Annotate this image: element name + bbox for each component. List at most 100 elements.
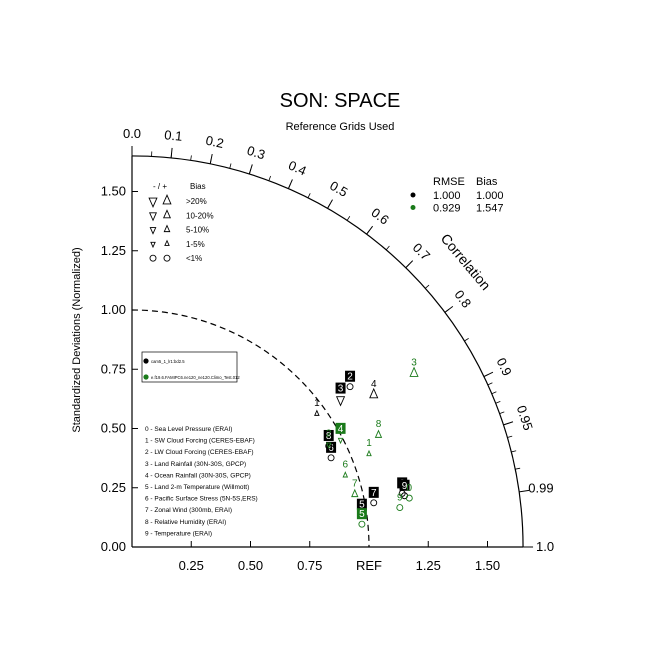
bias-legend-circle-minus: [149, 254, 157, 262]
case-legend: cam5_1_lr1:bd2.5 e.f19.6.FAMIPC6.ne120_ne…: [141, 351, 240, 383]
correlation-minor-tick: [307, 193, 311, 198]
bias-legend-label: 1-5%: [186, 240, 205, 249]
variable-legend-item: 6 - Pacific Surface Stress (5N-5S,ERS): [145, 496, 258, 503]
correlation-minor-tick: [268, 175, 271, 181]
data-point-label: 7: [352, 478, 358, 489]
data-point-label-box: [356, 498, 367, 510]
chart-title: SON: SPACE: [280, 90, 401, 112]
chart-subtitle: Reference Grids Used: [286, 121, 395, 133]
x-tick-label: 0.75: [297, 558, 322, 573]
y-tick-label: 0.50: [101, 421, 126, 436]
data-point-label: 5: [359, 500, 365, 511]
bias-legend-label: <1%: [186, 254, 202, 263]
y-tick-label: 1.25: [101, 243, 126, 258]
correlation-minor-tick: [487, 382, 493, 386]
x-tick-label: 1.50: [475, 558, 500, 573]
outer-arc: [131, 155, 524, 548]
correlation-tick: [444, 305, 454, 313]
data-point-label-box: [345, 370, 356, 382]
bias-legend-label: >20%: [186, 197, 207, 206]
correlation-title: Correlation: [438, 230, 494, 293]
y-axis-title: Standardized Deviations (Normalized): [71, 247, 83, 432]
data-point-label-box: [335, 422, 346, 434]
data-point-label: 8: [326, 431, 332, 442]
bias-legend: - / + Bias >20% 10-20% 5-10% 1-5% <1%: [148, 182, 214, 263]
variable-legend-item: 9 - Temperature (ERAI): [145, 530, 212, 537]
data-point-label: 8: [376, 419, 382, 430]
data-point-triangle: [409, 366, 419, 377]
bias-header: Bias: [476, 176, 498, 188]
y-tick-label: 0.75: [101, 361, 126, 376]
correlation-minor-tick: [491, 391, 497, 395]
x-tick-label: 0.50: [238, 558, 263, 573]
bias-legend-triangle-up: [164, 239, 170, 246]
bias-legend-triangle-down: [149, 212, 157, 222]
bias-legend-bias-header: Bias: [190, 182, 206, 191]
correlation-tick-label: 1.0: [536, 539, 554, 554]
data-point-label-box: [335, 382, 346, 394]
correlation-tick: [483, 371, 494, 377]
y-tick-label: 1.00: [101, 302, 126, 317]
data-point-triangle: [351, 488, 359, 498]
axes: 0.000.250.500.751.001.251.500.25 0.50 0.75…: [101, 155, 524, 573]
bias-legend-triangle-down: [149, 227, 157, 235]
variable-legend-item: 8 - Relative Humidity (ERAI): [145, 519, 226, 526]
variable-legend-item: 0 - Sea Level Pressure (ERAI): [145, 426, 232, 433]
data-point-label-box: [356, 508, 367, 520]
correlation-tick-label: 0.99: [528, 481, 553, 496]
data-point-label: 3: [411, 358, 417, 369]
variable-legend-item: 7 - Zonal Wind (300mb, ERAI): [145, 507, 232, 514]
y-tick-label: 0.00: [101, 539, 126, 554]
data-point-triangle: [337, 437, 344, 445]
data-point-label: 6: [328, 443, 334, 454]
correlation-tick: [519, 489, 530, 493]
case-legend-dot: [143, 358, 149, 364]
stats-legend-bias: 1.547: [476, 203, 504, 215]
data-point-circle: [358, 520, 366, 528]
data-point-circle: [396, 504, 404, 512]
correlation-tick: [503, 421, 514, 426]
data-point-label: 7: [371, 488, 377, 499]
correlation-tick-label: 0.3: [245, 143, 267, 163]
correlation-minor-tick: [229, 163, 232, 169]
variables-legend: 0 - Sea Level Pressure (ERAI) 1 - SW Clou…: [145, 426, 258, 537]
data-point-triangle: [369, 387, 379, 399]
correlation-minor-tick: [507, 435, 513, 438]
case-legend-label: cam5_1_lr1:bd2.5: [151, 359, 185, 364]
data-point-triangle: [366, 449, 372, 457]
correlation-minor-tick: [425, 284, 430, 289]
stats-legend-bias: 1.000: [476, 190, 504, 202]
data-point-triangle: [374, 429, 383, 438]
data-point-label: 5: [359, 509, 365, 520]
variable-legend-item: 2 - LW Cloud Forcing (CERES-EBAF): [145, 449, 254, 456]
variable-legend-item: 1 - SW Cloud Forcing (CERES-EBAF): [145, 438, 255, 445]
correlation-tick-label: 0.5: [327, 178, 350, 200]
y-tick-label: 1.50: [101, 184, 126, 199]
case-legend-dot: [143, 374, 149, 380]
variable-legend-item: 4 - Ocean Rainfall (30N-30S, GPCP): [145, 472, 251, 479]
data-point-circle: [327, 454, 335, 462]
data-point-label: 4: [338, 424, 344, 435]
data-point-triangle: [335, 396, 346, 407]
bias-legend-triangle-up: [162, 194, 172, 205]
x-tick-label: 1.25: [416, 558, 441, 573]
data-point-label: 9: [397, 493, 403, 504]
correlation-minor-tick: [499, 411, 505, 414]
correlation-tick: [366, 225, 374, 235]
case-legend-box: [141, 351, 238, 383]
reference-arc: [131, 309, 370, 548]
data-point-circle: [346, 383, 354, 391]
bias-legend-triangle-up: [163, 209, 171, 219]
correlation-minor-tick: [385, 245, 390, 251]
data-point-triangle: [314, 409, 320, 416]
bias-legend-triangle-down: [150, 241, 156, 249]
correlation-tick: [209, 153, 213, 164]
variable-legend-item: 5 - Land 2-m Temperature (Willmott): [145, 484, 249, 491]
data-point-label: 2: [326, 429, 332, 440]
x-tick-label: 0.25: [179, 558, 204, 573]
data-point-label: 2: [347, 372, 353, 383]
variable-legend-item: 3 - Land Rainfall (30N-30S, GPCP): [145, 461, 246, 468]
correlation-tick-label: 0.7: [410, 240, 433, 263]
ref-label: REF: [356, 558, 382, 573]
